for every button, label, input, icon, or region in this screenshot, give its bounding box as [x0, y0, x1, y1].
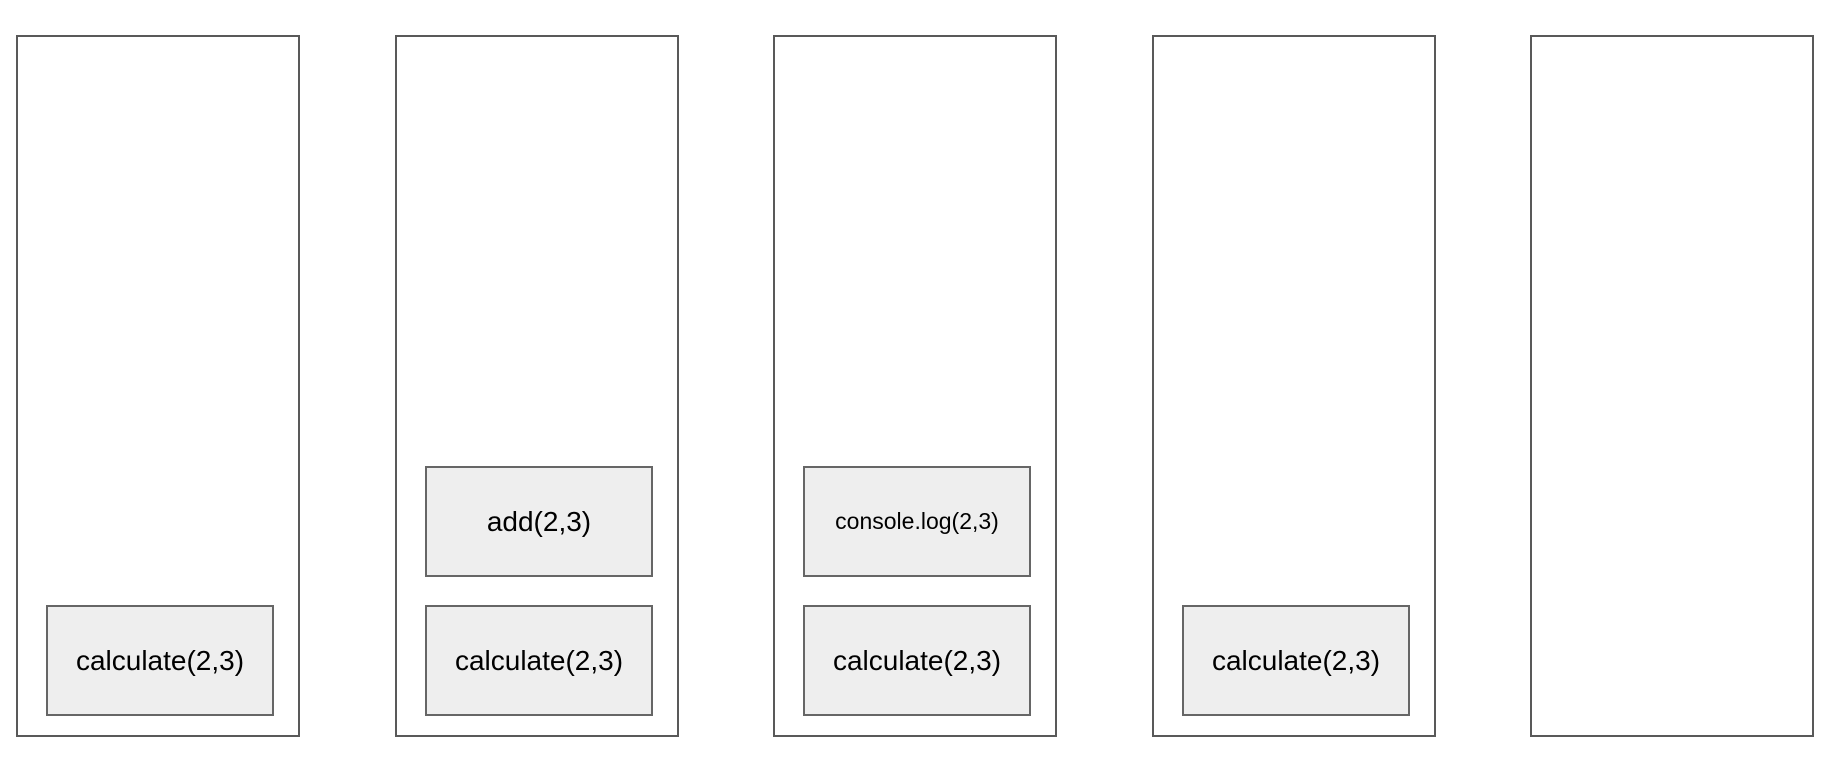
- stack-frame-calculate: calculate(2,3): [425, 605, 653, 716]
- stack-frame-add: add(2,3): [425, 466, 653, 577]
- call-stack-4: calculate(2,3): [1152, 35, 1436, 737]
- stack-frame-calculate: calculate(2,3): [1182, 605, 1410, 716]
- call-stack-5-empty: [1530, 35, 1814, 737]
- stack-frame-console-log: console.log(2,3): [803, 466, 1031, 577]
- stack-frame-calculate: calculate(2,3): [803, 605, 1031, 716]
- stack-frame-calculate: calculate(2,3): [46, 605, 274, 716]
- call-stack-2: add(2,3) calculate(2,3): [395, 35, 679, 737]
- call-stack-1: calculate(2,3): [16, 35, 300, 737]
- call-stack-3: console.log(2,3) calculate(2,3): [773, 35, 1057, 737]
